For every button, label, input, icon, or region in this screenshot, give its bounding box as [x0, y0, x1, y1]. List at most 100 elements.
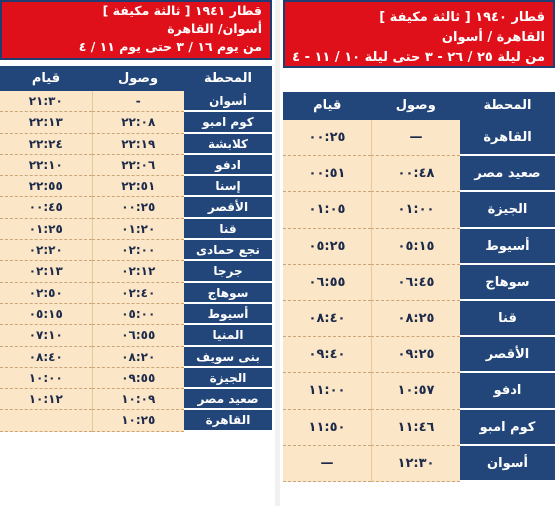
table-row: قنا ٠١:٢٠ ٠١:٢٥	[0, 218, 272, 241]
table-row: أسوان -٢١:٣٠	[0, 91, 272, 113]
station-name: ادفو	[184, 154, 272, 177]
table-row: كوم امبو ٢٢:٠٨ ٢٢:١٣	[0, 112, 272, 134]
departure-time: ٠٨:٤٠	[283, 300, 371, 338]
arrival-time: ٠٢:٤٠	[91, 282, 184, 304]
route-label: القاهرة / أسوان	[441, 30, 545, 45]
table-row: إسنا ٢٢:٥١ ٢٢:٥٥	[0, 176, 272, 198]
timetable-rows: القاهرة —٠٠:٢٥ صعيد مصر ٠٠:٤٨ ٠٠:٥١ الجيزة ٠١:…	[283, 120, 555, 482]
timetable-rows: أسوان -٢١:٣٠ كوم امبو ٢٢:٠٨ ٢٢:١٣ كلابشة ٢٢:١٩…	[0, 91, 272, 432]
table-row: كوم امبو ١١:٤٦ ١١:٥٠	[283, 409, 555, 446]
col-arrival-header: وصول	[395, 98, 436, 113]
departure-time: ٠٠:٢٥	[283, 120, 371, 157]
table-row: المنيا ٠٦:٥٥ ٠٧:١٠	[0, 325, 272, 347]
station-name: صعيد مصر	[460, 156, 555, 193]
departure-time: ١١:٠٠	[283, 373, 371, 410]
table-row: نجع حمادى ٠٢:٠٠ ٠٢:٢٠	[0, 240, 272, 262]
arrival-time: ٠٨:٢٠	[91, 346, 184, 368]
table-row: الجيزة ٠٩:٥٥ ١٠:٠٠	[0, 367, 272, 390]
station-name: ادفو	[460, 373, 555, 410]
arrival-time: ٠٦:٤٥	[371, 264, 460, 301]
table-row: بنى سويف ٠٨:٢٠ ٠٨:٤٠	[0, 346, 272, 368]
table-row: ادفو ١٠:٥٧ ١١:٠٠	[283, 373, 555, 410]
table-row: أسوان ١٢:٣٠—	[283, 445, 555, 482]
train-title: قطار ١٩٤١ [ ثالثة مكيفة ]	[102, 3, 262, 18]
departure-time: ٠٢:٥٠	[0, 282, 92, 304]
timetable-1941: قطار ١٩٤١ [ ثالثة مكيفة ] أسوان/ القاهرة…	[0, 0, 272, 506]
departure-time: ٠٨:٤٠	[0, 346, 92, 368]
station-name: سوهاج	[460, 264, 555, 301]
arrival-time: ١٠:٠٩	[91, 389, 184, 411]
departure-time: ٠٧:١٠	[0, 325, 92, 347]
arrival-time: ٠٠:٢٥	[91, 197, 184, 219]
station-name: كوم امبو	[460, 409, 555, 446]
arrival-time: ٠٠:٤٨	[371, 156, 460, 193]
departure-time: ٠٦:٥٥	[283, 264, 371, 301]
col-departure-header: قيام	[31, 71, 61, 86]
station-name: بنى سويف	[184, 346, 272, 368]
train-title: قطار ١٩٤٠ [ ثالثة مكيفة ]	[379, 10, 545, 25]
station-name: قنا	[460, 300, 555, 338]
table-row: الأقصر ٠٠:٢٥ ٠٠:٤٥	[0, 197, 272, 219]
station-name: الجيزة	[184, 367, 272, 390]
arrival-time: ٢٢:٠٦	[91, 154, 184, 177]
arrival-time: ١١:٤٦	[371, 409, 460, 446]
table-row: ادفو ٢٢:٠٦ ٢٢:١٠	[0, 154, 272, 177]
arrival-time: ٢٢:٥١	[91, 176, 184, 198]
timetable-1940: قطار ١٩٤٠ [ ثالثة مكيفة ] القاهرة / أسوا…	[283, 0, 555, 506]
table-row: الجيزة ٠١:٠٠ ٠١:٠٥	[283, 192, 555, 229]
station-name: سوهاج	[184, 282, 272, 304]
departure-time: ١٠:١٢	[0, 389, 92, 411]
arrival-time: ٠٦:٥٥	[91, 325, 184, 347]
arrival-time: ٠٢:١٢	[91, 261, 184, 283]
station-name: أسوان	[184, 91, 272, 113]
departure-time: ٢١:٣٠	[0, 91, 92, 113]
departure-time: ٠١:٢٥	[0, 218, 92, 241]
departure-time: ٠١:٠٥	[283, 192, 371, 229]
table-row: أسيوط ٠٥:٠٠ ٠٥:١٥	[0, 303, 272, 326]
station-name: جرجا	[184, 261, 272, 283]
table-row: جرجا ٠٢:١٢ ٠٢:١٣	[0, 261, 272, 283]
arrival-time: ٠٩:٢٥	[371, 337, 460, 374]
station-name: إسنا	[184, 176, 272, 198]
table-row: صعيد مصر ١٠:٠٩ ١٠:١٢	[0, 389, 272, 411]
departure-time: ٠٢:٢٠	[0, 240, 92, 262]
panel-divider	[275, 0, 280, 506]
station-name: أسيوط	[184, 303, 272, 326]
station-name: نجع حمادى	[184, 240, 272, 262]
table-row: سوهاج ٠٢:٤٠ ٠٢:٥٠	[0, 282, 272, 304]
timetable-header: قطار ١٩٤١ [ ثالثة مكيفة ] أسوان/ القاهرة…	[0, 0, 272, 60]
table-row: صعيد مصر ٠٠:٤٨ ٠٠:٥١	[283, 156, 555, 193]
table-row: سوهاج ٠٦:٤٥ ٠٦:٥٥	[283, 264, 555, 301]
departure-time: ٠٥:١٥	[0, 303, 92, 326]
departure-time: ٢٢:١٠	[0, 154, 92, 177]
station-name: القاهرة	[184, 410, 272, 432]
arrival-time: ٠٨:٢٥	[371, 300, 460, 338]
arrival-time: ٠٥:٠٠	[91, 303, 184, 326]
route-label: أسوان/ القاهرة	[167, 21, 262, 36]
station-name: أسوان	[460, 445, 555, 482]
departure-time: ٠٥:٢٥	[283, 228, 371, 265]
station-name: الجيزة	[460, 192, 555, 229]
table-row: أسيوط ٠٥:١٥ ٠٥:٢٥	[283, 228, 555, 265]
departure-time: ٢٢:٥٥	[0, 176, 92, 198]
arrival-time: ١٢:٣٠	[371, 445, 460, 482]
station-name: كلابشة	[184, 133, 272, 155]
col-departure-header: قيام	[313, 98, 342, 113]
departure-time: —	[283, 445, 371, 482]
timetable-header: قطار ١٩٤٠ [ ثالثة مكيفة ] القاهرة / أسوا…	[283, 0, 555, 68]
arrival-time: -	[91, 91, 184, 113]
validity-dates: من يوم ١٦ / ٣ حتى يوم ١١ / ٤	[78, 39, 262, 54]
departure-time: ١١:٥٠	[283, 409, 371, 446]
col-arrival-header: وصول	[117, 71, 159, 86]
arrival-time: ١٠:٥٧	[371, 373, 460, 410]
arrival-time: ٢٢:٠٨	[91, 112, 184, 134]
column-headers: المحطة وصول قيام	[283, 92, 555, 120]
station-name: صعيد مصر	[184, 389, 272, 411]
station-name: المنيا	[184, 325, 272, 347]
departure-time: ٠٠:٤٥	[0, 197, 92, 219]
arrival-time: ٠٢:٠٠	[91, 240, 184, 262]
arrival-time: ٠٩:٥٥	[91, 367, 184, 390]
departure-time: ٠٠:٥١	[283, 156, 371, 193]
arrival-time: ٠١:٠٠	[371, 192, 460, 229]
station-name: القاهرة	[460, 120, 555, 157]
